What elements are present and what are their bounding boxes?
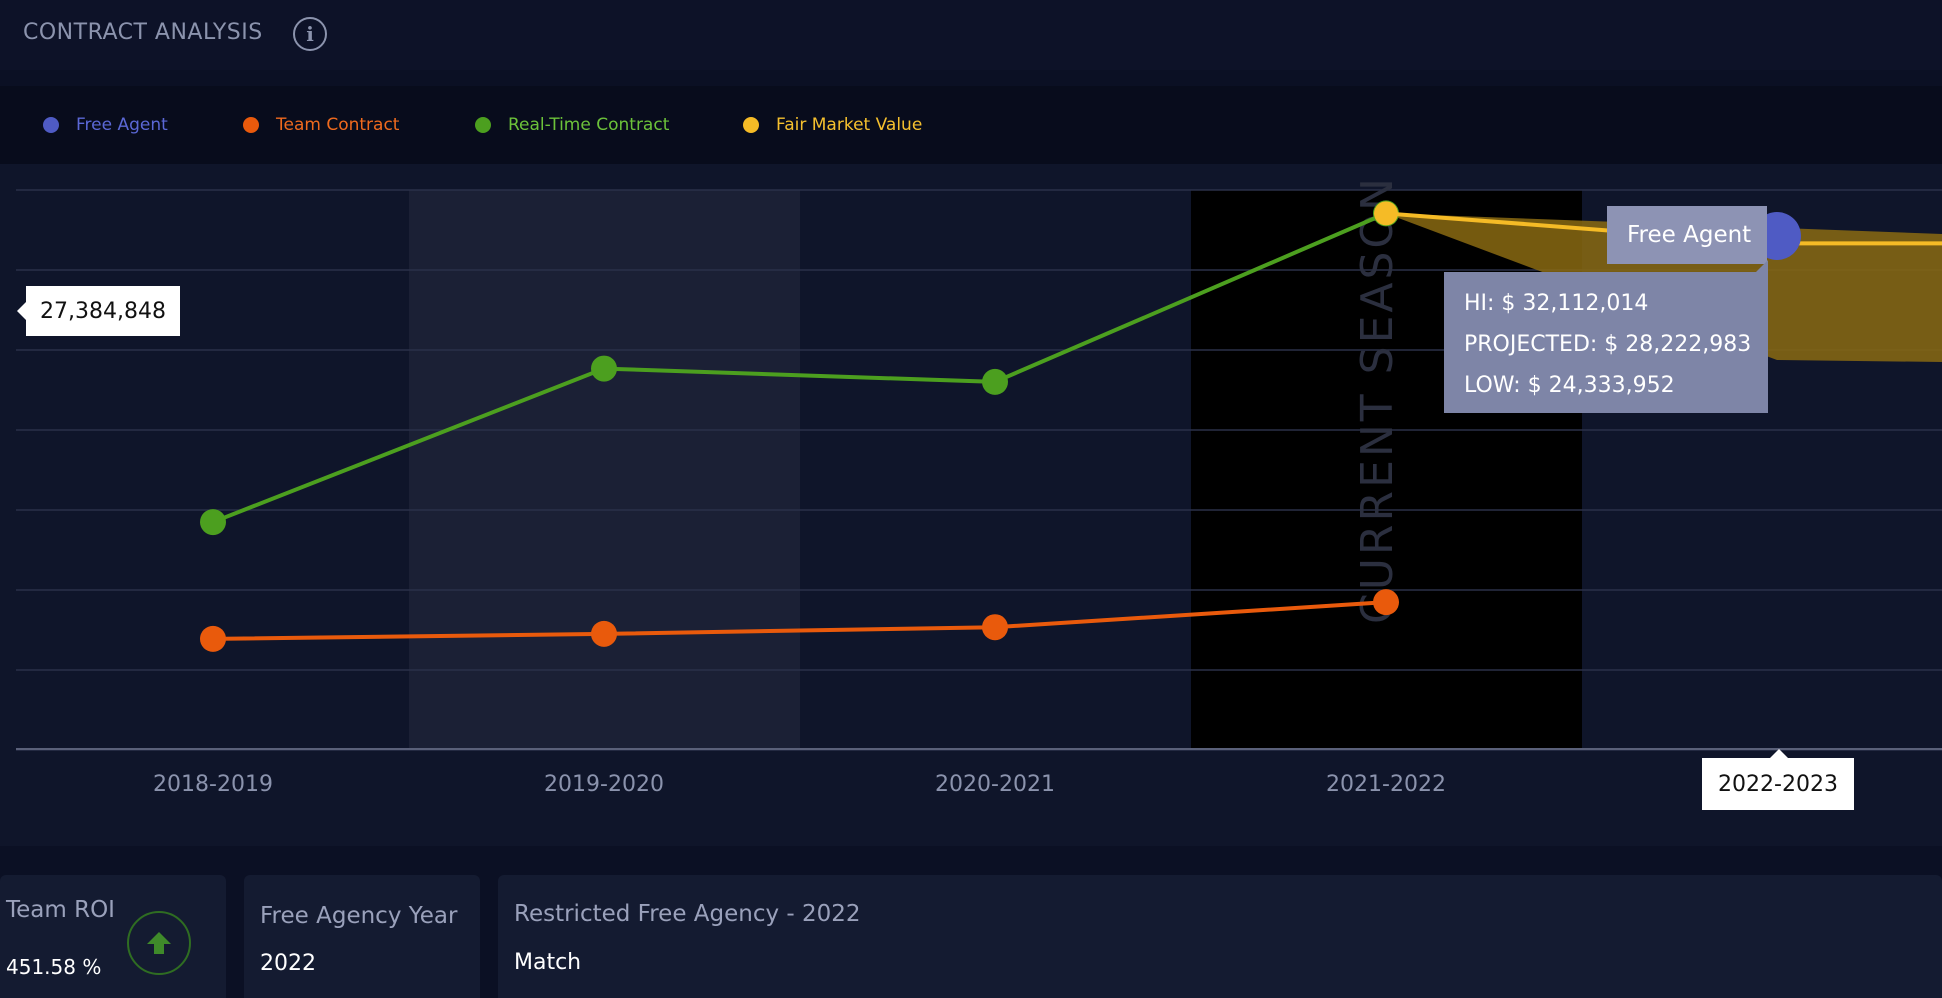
team-roi-card: Team ROI 451.58 %: [0, 875, 226, 998]
data-point: [200, 625, 226, 652]
legend-dot: [43, 117, 59, 133]
roi-trend-button[interactable]: [127, 911, 191, 975]
contract-chart: CURRENT SEASON 2018-2019 2019-2020 2020-202…: [16, 175, 1942, 797]
range-hi: HI: $ 32,112,014: [1464, 291, 1649, 316]
info-icon[interactable]: i: [293, 17, 327, 51]
series-line: [212, 211, 1387, 524]
legend-dot: [475, 117, 491, 133]
legend: Free Agent Team Contract Real-Time Contr…: [0, 86, 1942, 164]
restricted-value: Match: [514, 950, 582, 975]
value-callout: 27,384,848: [17, 286, 180, 336]
data-point: [591, 620, 617, 647]
data-point: [591, 355, 617, 382]
legend-label: Team Contract: [276, 115, 400, 135]
x-tick-label: 2020-2021: [935, 772, 1055, 797]
legend-label: Real-Time Contract: [508, 115, 670, 135]
legend-item-fair-market-value[interactable]: Fair Market Value: [743, 86, 922, 164]
free-agency-year-value: 2022: [260, 951, 316, 976]
x-tick-label: 2021-2022: [1326, 772, 1446, 797]
header: CONTRACT ANALYSIS i: [0, 0, 1942, 70]
data-point: [1374, 201, 1398, 226]
range-tooltip: HI: $ 32,112,014 PROJECTED: $ 28,222,983…: [1444, 260, 1768, 413]
legend-item-team-contract[interactable]: Team Contract: [243, 86, 399, 164]
free-agency-year-card: Free Agency Year 2022: [244, 875, 480, 998]
legend-label: Fair Market Value: [776, 115, 923, 135]
legend-dot: [743, 117, 759, 133]
data-point: [1373, 589, 1399, 616]
restricted-title: Restricted Free Agency - 2022: [514, 901, 861, 927]
free-agent-tooltip: Free Agent: [1607, 206, 1767, 264]
data-point: [982, 614, 1008, 641]
x-tick-label: 2019-2020: [544, 772, 664, 797]
legend-dot: [243, 117, 259, 133]
selected-season-label: 2022-2023: [1702, 749, 1854, 810]
season-band: [409, 190, 800, 749]
arrow-up-icon: [147, 932, 171, 954]
legend-item-real-time-contract[interactable]: Real-Time Contract: [475, 86, 669, 164]
free-agency-year-title: Free Agency Year: [260, 903, 458, 929]
data-point: [200, 509, 226, 536]
series-line: [212, 600, 1387, 641]
restricted-free-agency-card: Restricted Free Agency - 2022 Match: [498, 875, 1942, 998]
team-roi-value: 451.58 %: [6, 955, 102, 979]
x-tick-label: 2018-2019: [153, 772, 273, 797]
data-point: [982, 368, 1008, 395]
current-season-label: CURRENT SEASON: [1352, 175, 1403, 624]
range-low: LOW: $ 24,333,952: [1464, 373, 1675, 398]
team-roi-title: Team ROI: [6, 897, 115, 923]
page-title: CONTRACT ANALYSIS: [23, 20, 263, 45]
legend-label: Free Agent: [76, 115, 168, 135]
range-projected: PROJECTED: $ 28,222,983: [1464, 332, 1752, 357]
chart-area: CURRENT SEASON 2018-2019 2019-2020 2020-202…: [0, 164, 1942, 846]
legend-item-free-agent[interactable]: Free Agent: [43, 86, 168, 164]
